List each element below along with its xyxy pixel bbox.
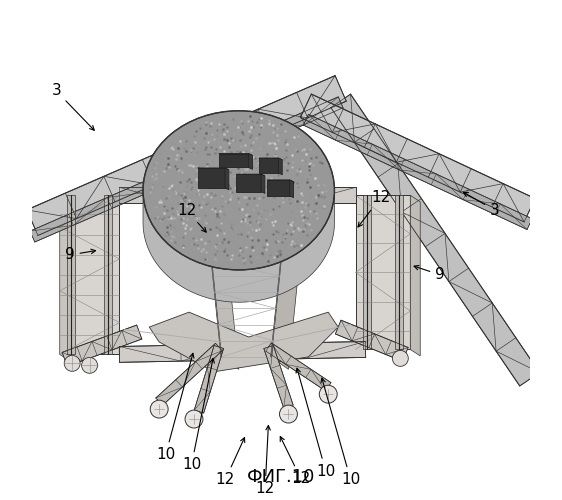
Polygon shape xyxy=(105,196,112,354)
Text: 9: 9 xyxy=(414,266,445,282)
Text: ФИГ.10: ФИГ.10 xyxy=(247,468,315,486)
Polygon shape xyxy=(198,168,225,188)
Polygon shape xyxy=(331,94,540,386)
Polygon shape xyxy=(268,180,293,182)
Polygon shape xyxy=(60,196,70,361)
Circle shape xyxy=(319,385,337,403)
Polygon shape xyxy=(301,94,535,222)
Text: 10: 10 xyxy=(182,358,214,472)
Text: 12: 12 xyxy=(177,202,206,232)
Polygon shape xyxy=(156,344,222,406)
Polygon shape xyxy=(143,190,334,302)
Polygon shape xyxy=(236,174,261,192)
Polygon shape xyxy=(60,196,119,354)
Polygon shape xyxy=(259,158,282,160)
Polygon shape xyxy=(194,346,224,413)
Polygon shape xyxy=(279,158,282,175)
Polygon shape xyxy=(219,154,248,168)
Text: 9: 9 xyxy=(65,248,96,262)
Polygon shape xyxy=(264,346,293,408)
Ellipse shape xyxy=(143,111,334,270)
Polygon shape xyxy=(198,168,229,170)
Polygon shape xyxy=(303,114,532,230)
Text: 10: 10 xyxy=(321,378,360,487)
Polygon shape xyxy=(211,260,239,370)
Polygon shape xyxy=(268,180,289,196)
Polygon shape xyxy=(30,97,343,242)
Polygon shape xyxy=(119,342,366,362)
Polygon shape xyxy=(248,154,252,170)
Text: 10: 10 xyxy=(156,354,194,463)
Polygon shape xyxy=(259,158,279,173)
Polygon shape xyxy=(362,196,370,350)
Polygon shape xyxy=(62,325,142,366)
Polygon shape xyxy=(236,174,265,176)
Polygon shape xyxy=(289,180,293,198)
Polygon shape xyxy=(225,168,229,190)
Circle shape xyxy=(64,356,80,372)
Text: 12: 12 xyxy=(280,436,311,486)
Polygon shape xyxy=(261,174,265,194)
Text: 12: 12 xyxy=(358,190,390,227)
Polygon shape xyxy=(119,188,356,204)
Polygon shape xyxy=(219,154,252,156)
Polygon shape xyxy=(27,76,346,235)
Text: 12: 12 xyxy=(216,438,244,487)
Polygon shape xyxy=(67,196,75,354)
Circle shape xyxy=(150,400,168,418)
Circle shape xyxy=(185,410,203,428)
Polygon shape xyxy=(395,196,404,350)
Text: 3: 3 xyxy=(51,84,94,130)
Circle shape xyxy=(392,350,408,366)
Text: 10: 10 xyxy=(296,368,336,479)
Polygon shape xyxy=(356,196,410,350)
Polygon shape xyxy=(336,320,408,362)
Polygon shape xyxy=(410,196,420,356)
Circle shape xyxy=(279,405,297,423)
Text: 3: 3 xyxy=(464,192,500,218)
Polygon shape xyxy=(271,260,298,370)
Polygon shape xyxy=(149,312,338,372)
Polygon shape xyxy=(266,343,331,391)
Text: 12: 12 xyxy=(256,426,275,496)
Circle shape xyxy=(81,358,98,374)
